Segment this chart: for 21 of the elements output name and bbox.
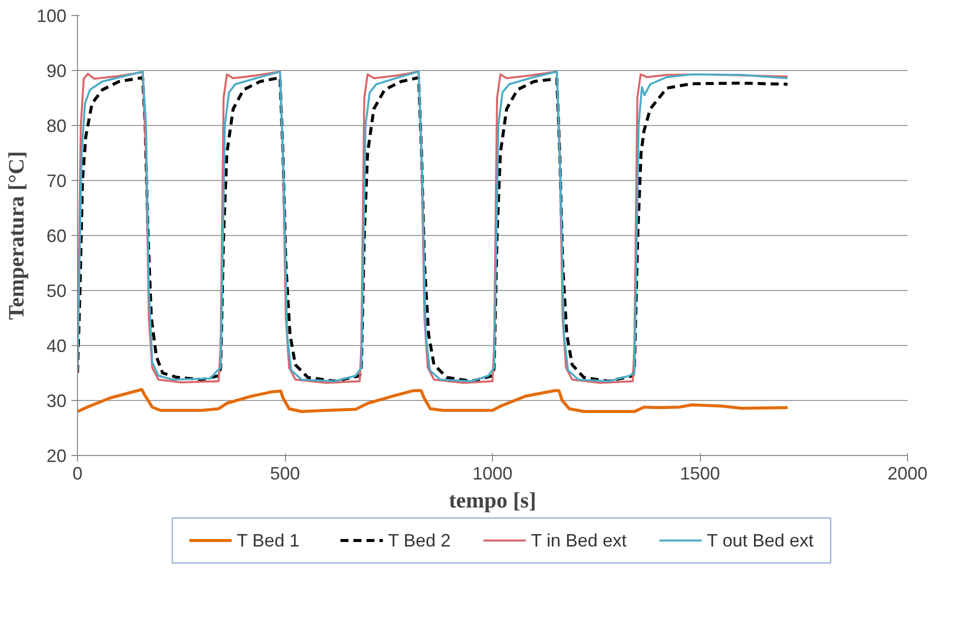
legend-label: T Bed 2 <box>388 530 451 550</box>
y-tick-label: 50 <box>46 281 67 301</box>
y-tick-label: 60 <box>46 226 67 246</box>
y-tick-label: 70 <box>46 171 67 191</box>
x-tick-label: 0 <box>72 464 83 484</box>
y-tick-label: 100 <box>36 6 67 26</box>
x-axis-title: tempo [s] <box>448 488 536 512</box>
legend-label: T in Bed ext <box>530 530 627 550</box>
y-tick-label: 90 <box>46 61 67 81</box>
x-tick-label: 2000 <box>887 464 928 484</box>
x-tick-label: 500 <box>270 464 300 484</box>
y-tick-label: 20 <box>46 446 67 466</box>
line-series <box>78 388 790 413</box>
y-tick-label: 80 <box>46 116 67 136</box>
y-tick-label: 30 <box>46 391 67 411</box>
legend-label: T out Bed ext <box>706 530 814 550</box>
x-tick-label: 1500 <box>680 464 720 484</box>
y-tick-label: 40 <box>46 336 67 356</box>
x-tick-label: 1000 <box>472 464 513 484</box>
legend-label: T Bed 1 <box>236 530 300 550</box>
y-axis-title: Temperatura [°C] <box>3 151 28 320</box>
